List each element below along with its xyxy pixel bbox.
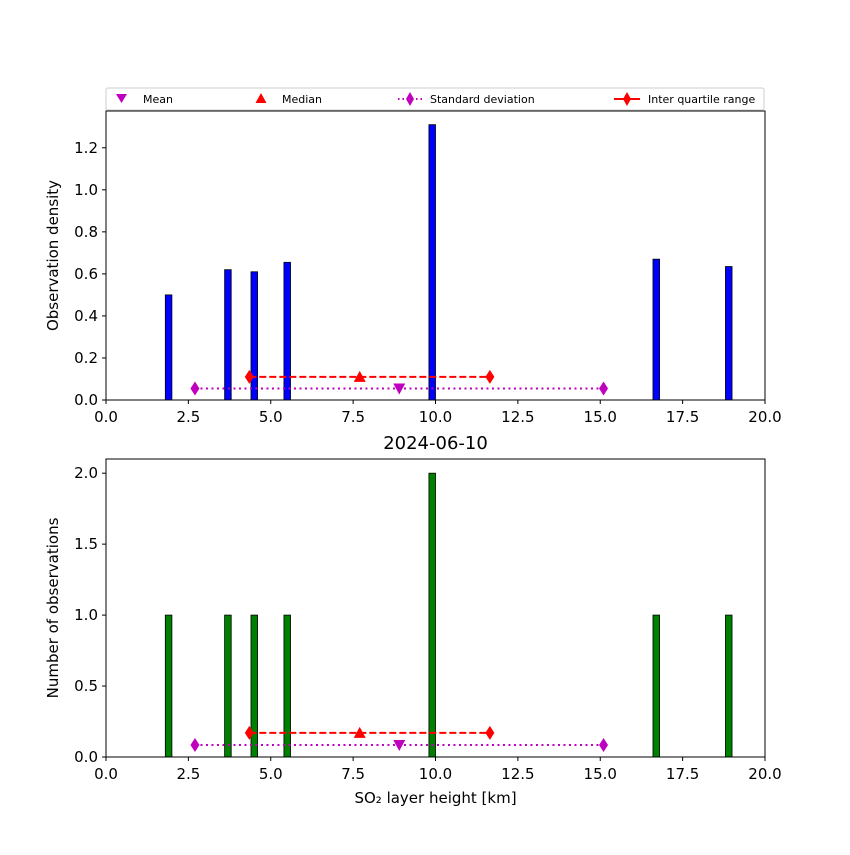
std-dev-marker-low	[190, 737, 200, 752]
legend-entry-std-dev: Standard deviation	[398, 92, 535, 106]
x-tick-label: 10.0	[419, 408, 452, 426]
bar	[725, 266, 733, 401]
bar	[164, 294, 173, 401]
median-marker	[353, 370, 366, 382]
x-tick-label: 0.0	[94, 408, 118, 426]
legend-entry-iqr: Inter quartile range	[614, 92, 755, 106]
legend-iqr-marker	[623, 92, 631, 106]
bar	[224, 614, 232, 758]
bar	[428, 472, 436, 758]
y-tick-label: 1.0	[74, 606, 98, 624]
bar	[652, 258, 660, 401]
y-tick-label: 0.0	[74, 391, 98, 409]
legend-median-marker	[255, 93, 267, 103]
bar	[224, 269, 232, 401]
legend-box	[105, 87, 765, 111]
legend-median-label: Median	[282, 93, 322, 106]
legend-iqr-label: Inter quartile range	[648, 93, 755, 106]
x-tick-label: 2.5	[176, 408, 200, 426]
bar	[250, 271, 258, 401]
y-tick-label: 0.6	[74, 265, 98, 283]
std-dev-marker-low	[190, 381, 200, 396]
bar	[283, 614, 291, 758]
x-tick-label: 10.0	[419, 765, 452, 783]
iqr-marker-low	[244, 725, 254, 740]
x-tick-label: 17.5	[666, 765, 699, 783]
mean-marker	[393, 383, 406, 395]
chart-panel-count: 0.0 2.5 5.0 7.5 10.0 12.5 15.0 17.5 20.0 0.0 0.5 1.…	[44, 458, 782, 807]
x-tick-label: 5.0	[259, 408, 283, 426]
mean-marker	[393, 739, 406, 751]
x-tick-label: 15.0	[584, 408, 617, 426]
x-tick-label: 12.5	[501, 408, 534, 426]
x-tick-label: 7.5	[341, 408, 365, 426]
bar	[283, 261, 291, 401]
x-tick-label: 20.0	[748, 765, 781, 783]
chart-title: 2024-06-10	[383, 433, 488, 454]
y-tick-label: 1.2	[74, 139, 98, 157]
y-tick-label: 1.0	[74, 181, 98, 199]
legend: Mean Median Standard deviation Inter qua…	[105, 87, 765, 111]
std-dev-marker-high	[599, 737, 609, 752]
legend-entry-median: Median	[255, 93, 322, 106]
y-tick-label: 0.2	[74, 349, 98, 367]
x-tick-label: 7.5	[341, 765, 365, 783]
legend-std-label: Standard deviation	[430, 93, 535, 106]
y-tick-label: 0.8	[74, 223, 98, 241]
bar	[725, 614, 733, 758]
y-tick-label: 2.0	[74, 464, 98, 482]
x-axis-label: SO₂ layer height [km]	[354, 789, 516, 807]
bar	[428, 124, 436, 401]
iqr-marker-high	[485, 369, 495, 384]
x-tick-label: 2.5	[176, 765, 200, 783]
x-tick-label: 0.0	[94, 765, 118, 783]
y-tick-label: 0.5	[74, 677, 98, 695]
iqr-marker-high	[485, 725, 495, 740]
x-tick-label: 15.0	[584, 765, 617, 783]
legend-std-marker	[406, 92, 414, 106]
y-tick-label: 1.5	[74, 535, 98, 553]
legend-entry-mean: Mean	[116, 93, 173, 106]
median-marker	[353, 726, 366, 738]
x-tick-label: 20.0	[748, 408, 781, 426]
y-axis-label: Number of observations	[44, 517, 62, 698]
y-axis-label: Observation density	[44, 180, 62, 331]
iqr-marker-low	[244, 369, 254, 384]
std-dev-marker-high	[599, 381, 609, 396]
x-tick-label: 12.5	[501, 765, 534, 783]
y-tick-label: 0.0	[74, 748, 98, 766]
x-tick-label: 17.5	[666, 408, 699, 426]
y-tick-label: 0.4	[74, 307, 98, 325]
x-tick-label: 5.0	[259, 765, 283, 783]
legend-mean-label: Mean	[143, 93, 173, 106]
legend-mean-marker	[116, 94, 127, 103]
chart-panel-density: 0.0 2.5 5.0 7.5 10.0 12.5 15.0 17.5 20.0 0.0 0.2 0.…	[44, 110, 782, 426]
bar	[652, 614, 660, 758]
bar	[164, 614, 173, 758]
